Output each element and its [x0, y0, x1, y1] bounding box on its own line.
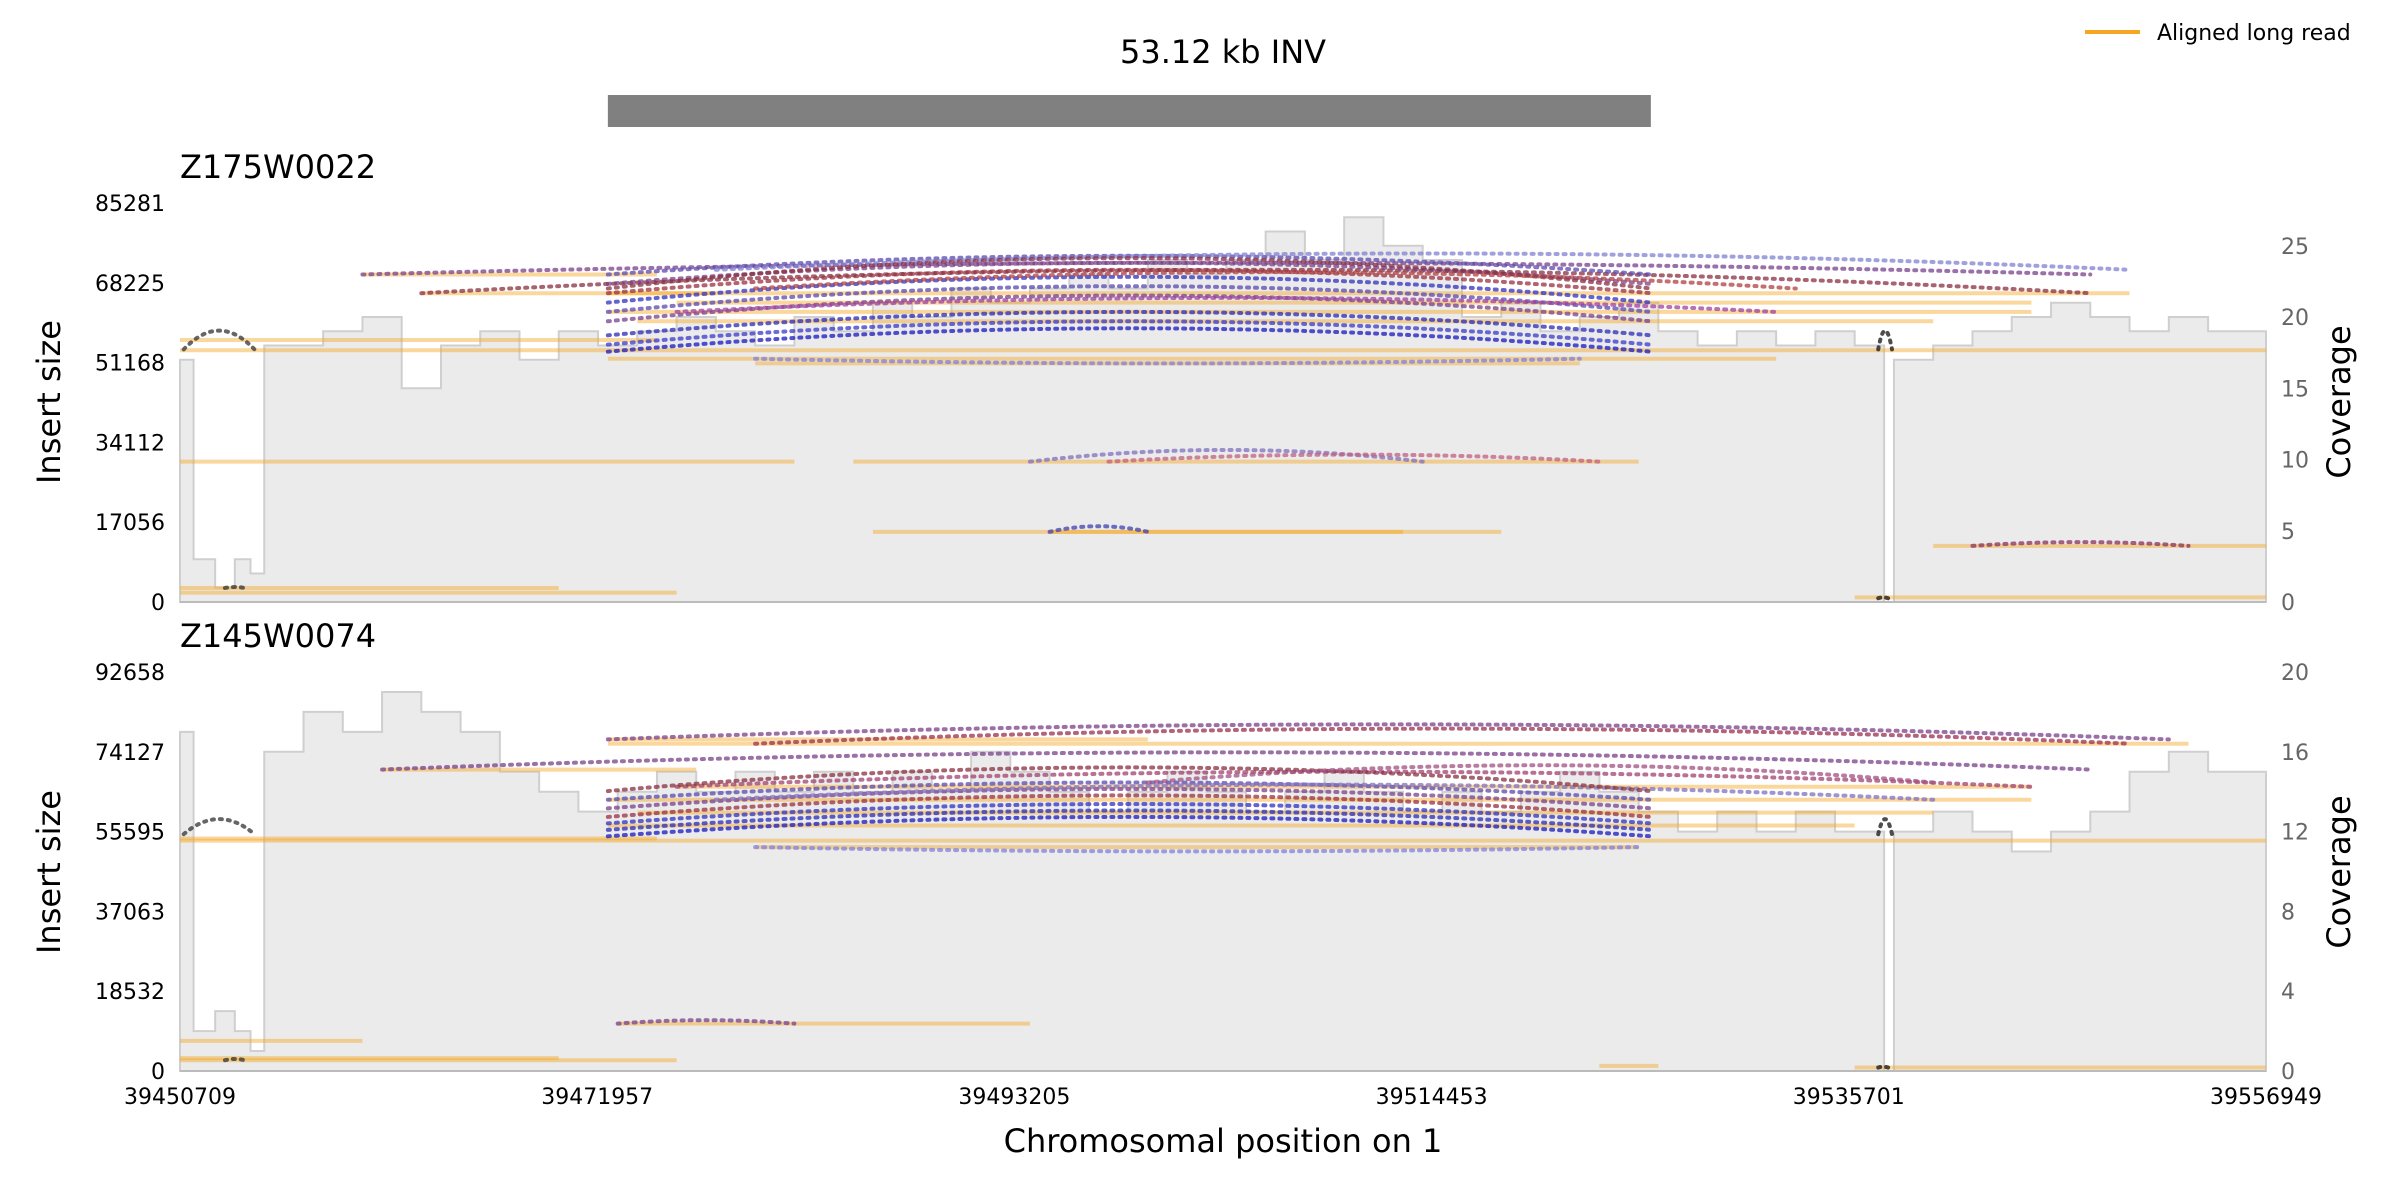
insert-size-tick-label: 17056 — [95, 511, 165, 536]
coverage-tick-label: 5 — [2281, 520, 2295, 545]
split-read-arc — [605, 267, 1653, 296]
panel-2-insert-ticks: 0 18532 37063 55595 74127 92658 — [95, 661, 165, 1085]
x-tick-label: 39493205 — [958, 1085, 1070, 1110]
coverage-tick-label: 12 — [2281, 821, 2309, 846]
split-read-arc — [753, 356, 1582, 366]
split-read-arc — [222, 1056, 247, 1063]
split-read-arc — [1047, 524, 1150, 534]
insert-size-tick-label: 68225 — [95, 272, 165, 297]
split-read-arc — [1970, 540, 2191, 548]
x-tick-label: 39450709 — [124, 1085, 236, 1110]
panel-2-sample-label: Z145W0074 — [180, 617, 376, 655]
split-read-arc — [605, 284, 1653, 314]
coverage-tick-label: 20 — [2281, 306, 2309, 331]
insert-size-tick-label: 74127 — [95, 741, 165, 766]
split-read-arc — [181, 328, 257, 352]
insert-size-tick-label: 18532 — [95, 980, 165, 1005]
split-read-arc — [605, 293, 1653, 324]
panel-1-coverage-ticks: 0 5 10 15 20 25 — [2281, 235, 2309, 616]
split-read-arc — [605, 814, 1653, 839]
split-read-arc — [1106, 452, 1602, 464]
panel-sample-1: Z175W0022 0 17056 34112 51168 68225 85281 0 5 1… — [30, 148, 2358, 616]
insert-size-tick-label: 34112 — [95, 431, 165, 456]
split-read-arc — [753, 845, 1641, 854]
split-read-arc — [1876, 595, 1891, 601]
split-read-arc — [605, 802, 1653, 826]
sv-region-bar — [607, 95, 1651, 127]
coverage-tick-label: 4 — [2281, 980, 2295, 1005]
panel-1-arcs — [181, 251, 2191, 601]
coverage-tick-label: 0 — [2281, 591, 2295, 616]
panel-1-ylabel-left: Insert size — [30, 320, 68, 484]
panel-2-ylabel-right: Coverage — [2320, 795, 2358, 948]
panel-1-ylabel-right: Coverage — [2320, 325, 2358, 478]
insert-size-tick-label: 0 — [151, 1060, 165, 1085]
split-read-arc — [615, 1018, 797, 1026]
insert-size-tick-label: 85281 — [95, 192, 165, 217]
x-tick-label: 39471957 — [541, 1085, 653, 1110]
legend-label-aligned-long-read: Aligned long read — [2157, 21, 2351, 46]
coverage-tick-label: 0 — [2281, 1060, 2295, 1085]
panel-2-arcs — [181, 722, 2171, 1070]
insert-size-tick-label: 0 — [151, 591, 165, 616]
split-read-arc — [380, 750, 2093, 772]
panel-1-insert-ticks: 0 17056 34112 51168 68225 85281 — [95, 192, 165, 616]
panel-2-ylabel-left: Insert size — [30, 790, 68, 954]
split-read-arc — [605, 765, 1653, 794]
x-tick-label: 39556949 — [2210, 1085, 2322, 1110]
legend: Aligned long read — [2085, 21, 2351, 46]
split-read-arc — [1876, 328, 1894, 352]
chart-title: 53.12 kb INV — [1120, 33, 1326, 71]
split-read-arc — [1876, 817, 1894, 837]
coverage-tick-label: 25 — [2281, 235, 2309, 260]
insert-size-tick-label: 51168 — [95, 352, 165, 377]
coverage-tick-label: 8 — [2281, 900, 2295, 925]
split-read-arc — [605, 326, 1653, 354]
split-read-arc — [1145, 763, 1936, 785]
insert-size-tick-label: 37063 — [95, 900, 165, 925]
x-tick-label: 39535701 — [1793, 1085, 1905, 1110]
coverage-tick-label: 15 — [2281, 377, 2309, 402]
split-read-arc — [753, 270, 1798, 291]
insert-size-tick-label: 92658 — [95, 661, 165, 686]
split-read-arc — [605, 793, 1653, 819]
x-axis-ticks: 39450709 39471957 39493205 39514453 39535701… — [124, 1085, 2322, 1110]
panel-1-coverage-area — [179, 216, 2267, 603]
x-tick-label: 39514453 — [1376, 1085, 1488, 1110]
split-read-arc — [605, 309, 1653, 338]
panel-1-sample-label: Z175W0022 — [180, 148, 376, 186]
coverage-tick-label: 16 — [2281, 741, 2309, 766]
split-read-arc — [605, 808, 1653, 832]
split-read-arc — [605, 274, 1653, 305]
split-read-arc — [1876, 1064, 1891, 1070]
split-read-arc — [605, 780, 1653, 802]
panel-2-coverage-ticks: 0 4 8 12 16 20 — [2281, 661, 2309, 1085]
split-read-arc — [605, 786, 1653, 811]
split-read-arc — [605, 253, 1653, 277]
split-read-arc — [713, 782, 1936, 802]
split-read-arc — [181, 817, 257, 837]
panel-sample-2: Z145W0074 0 18532 37063 55595 74127 92658 0 4 8… — [30, 617, 2358, 1085]
coverage-tick-label: 20 — [2281, 661, 2309, 686]
coverage-tick-label: 10 — [2281, 449, 2309, 474]
split-read-arc — [674, 769, 2034, 789]
split-read-arc — [605, 319, 1653, 347]
split-read-arc — [605, 722, 2171, 742]
split-read-arc — [753, 726, 2132, 746]
split-read-arc — [674, 295, 1779, 314]
x-axis-label: Chromosomal position on 1 — [1004, 1122, 1443, 1160]
panel-2-coverage-area — [179, 690, 2267, 1072]
insert-size-tick-label: 55595 — [95, 821, 165, 846]
split-read-arc — [222, 585, 247, 590]
